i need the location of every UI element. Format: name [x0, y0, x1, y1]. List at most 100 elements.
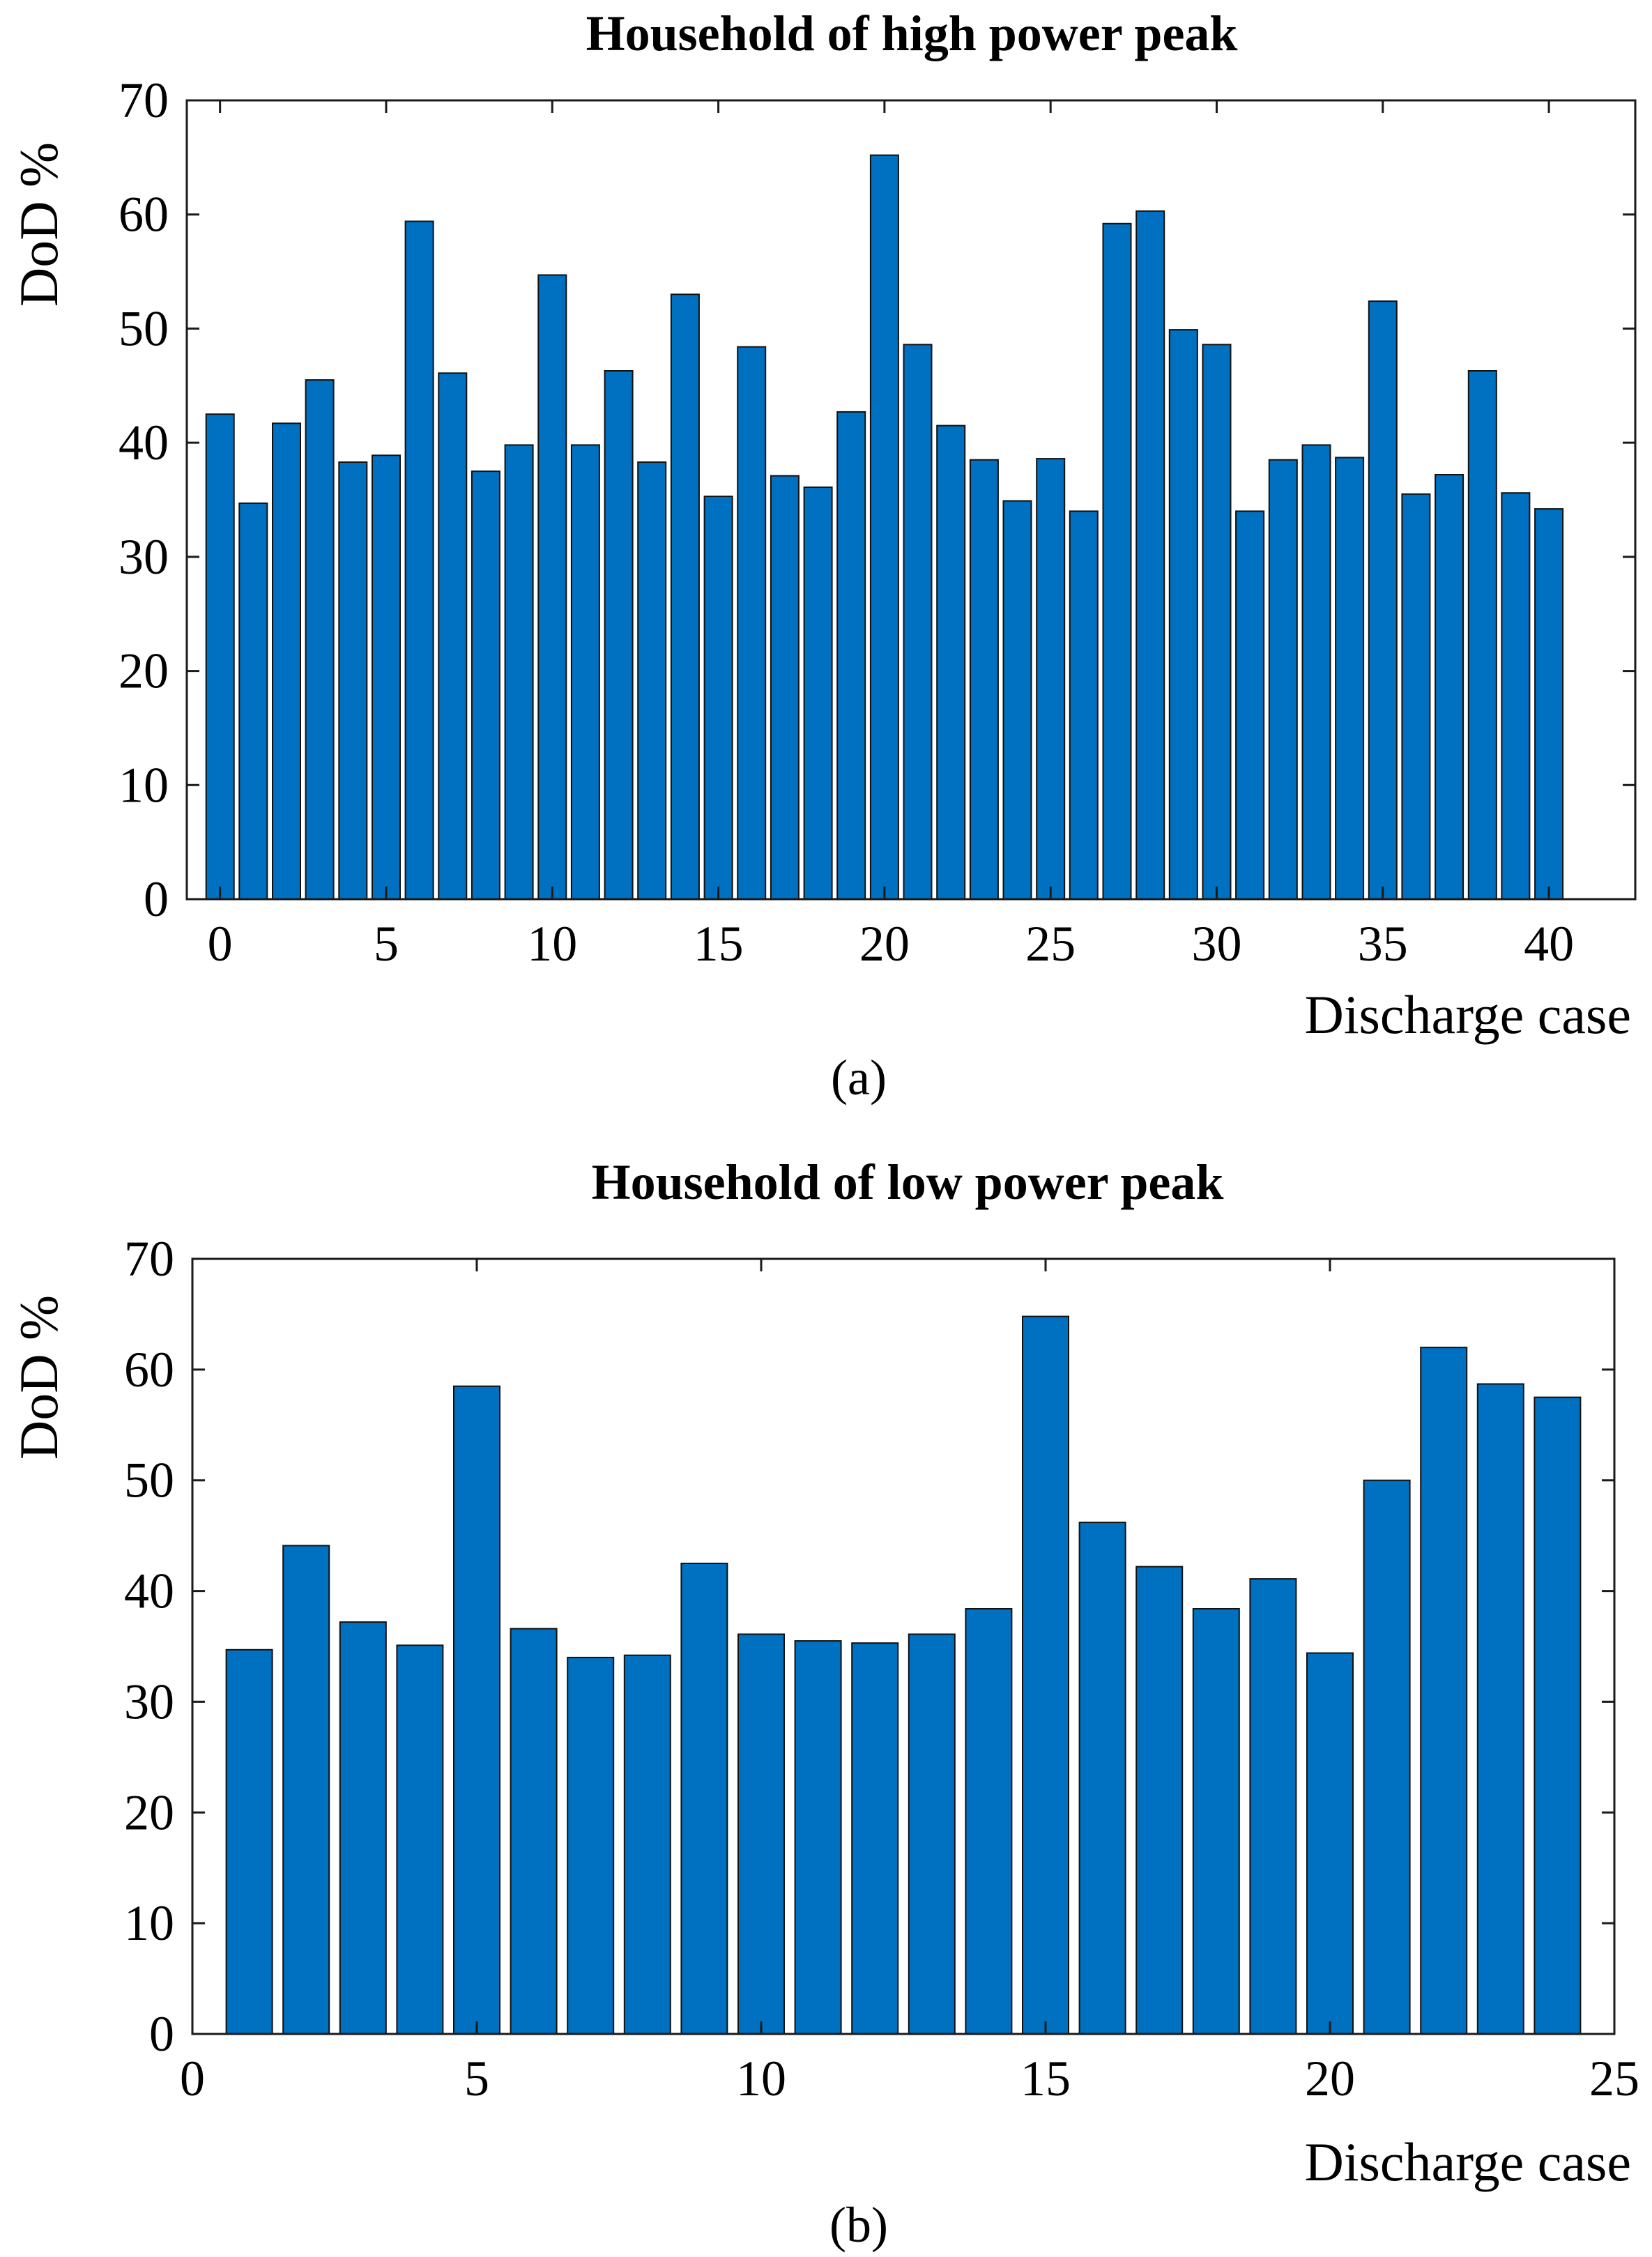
- plot-frame: [185, 99, 1637, 901]
- y-tick-label: 10: [118, 757, 169, 813]
- y-axis-label: DoD %: [8, 142, 69, 307]
- bar: [282, 1545, 330, 2035]
- bar: [567, 1656, 615, 2035]
- bar: [703, 496, 733, 900]
- plot-frame: [191, 1257, 1616, 2035]
- bar: [537, 274, 567, 900]
- bar: [1476, 1383, 1524, 2035]
- y-tick-label: 10: [124, 1895, 174, 1951]
- y-tick-label: 50: [118, 300, 169, 356]
- chart-low-power-peak: Household of low power peak DoD % 0 10 20 3…: [8, 1154, 1639, 2253]
- chart-title: Household of high power peak: [586, 6, 1238, 61]
- y-tick-label: 70: [118, 72, 169, 128]
- bar: [869, 154, 899, 901]
- x-axis-label: Discharge case: [1305, 984, 1632, 1045]
- y-tick-label: 0: [149, 2006, 174, 2062]
- bar: [1534, 1396, 1582, 2035]
- x-tick-label: 10: [527, 916, 577, 972]
- x-tick-label: 0: [180, 2051, 205, 2106]
- bar: [1002, 500, 1032, 900]
- y-tick-label: 30: [118, 529, 169, 585]
- bar: [1192, 1608, 1240, 2035]
- bar: [903, 344, 933, 900]
- bar: [965, 1608, 1013, 2035]
- bar: [471, 470, 500, 900]
- bar: [1467, 370, 1497, 900]
- bar: [936, 424, 966, 900]
- bar: [1168, 329, 1198, 901]
- bar: [680, 1562, 728, 2035]
- bar: [510, 1628, 558, 2035]
- bar: [969, 459, 999, 900]
- bar: [1534, 508, 1564, 900]
- y-tick-label: 70: [124, 1231, 174, 1287]
- bar: [1135, 1566, 1184, 2035]
- bar: [1078, 1522, 1126, 2035]
- bar: [1335, 457, 1365, 900]
- bars: [225, 1315, 1582, 2035]
- bar: [1102, 222, 1132, 900]
- bar: [438, 372, 468, 900]
- bar: [1368, 300, 1398, 901]
- bar: [570, 444, 600, 900]
- bar: [339, 1621, 387, 2035]
- x-tick-label: 10: [736, 2051, 786, 2106]
- bar: [1249, 1578, 1297, 2035]
- bar: [338, 461, 368, 900]
- x-tick-label: 30: [1191, 916, 1241, 972]
- x-tick-label: 20: [859, 916, 910, 972]
- y-tick-label: 50: [124, 1453, 174, 1508]
- bar: [272, 422, 301, 900]
- x-tick-label: 35: [1358, 916, 1408, 972]
- axis-ticks: 0 10 20 30 40 50 60 70 0 5 10 15 20 25 30 35 40: [118, 72, 1635, 972]
- bar: [670, 293, 700, 900]
- y-tick-label: 40: [118, 415, 169, 470]
- bar: [623, 1654, 671, 2035]
- x-tick-label: 0: [208, 916, 233, 972]
- bar: [1306, 1652, 1354, 2035]
- bar: [1420, 1347, 1468, 2035]
- y-tick-label: 20: [118, 643, 169, 699]
- x-tick-label: 15: [694, 916, 744, 972]
- bar: [305, 379, 335, 900]
- bar: [1363, 1479, 1411, 2035]
- bar: [404, 220, 434, 900]
- y-tick-label: 0: [144, 871, 169, 927]
- axis-ticks: 0 10 20 30 40 50 60 70 0 5 10 15 20 25: [124, 1231, 1639, 2106]
- bar: [851, 1642, 899, 2035]
- bar: [604, 370, 634, 900]
- bar: [1036, 458, 1066, 900]
- x-tick-label: 25: [1589, 2051, 1639, 2106]
- y-tick-label: 30: [124, 1674, 174, 1729]
- bar: [1135, 210, 1165, 900]
- y-tick-label: 40: [124, 1563, 174, 1619]
- bar: [1268, 459, 1298, 900]
- bar: [770, 475, 800, 900]
- bar: [1069, 510, 1099, 900]
- figure-caption: (a): [831, 1050, 887, 1105]
- x-axis-label: Discharge case: [1305, 2132, 1632, 2192]
- x-tick-label: 5: [374, 916, 399, 972]
- bar: [225, 1648, 273, 2035]
- bar: [396, 1644, 444, 2035]
- bar: [803, 487, 833, 900]
- bar: [1301, 444, 1331, 900]
- y-tick-label: 20: [124, 1784, 174, 1840]
- bar: [205, 413, 235, 900]
- bar: [637, 461, 667, 900]
- bar: [1235, 510, 1265, 900]
- figure-caption: (b): [829, 2197, 888, 2253]
- bar: [1435, 474, 1464, 900]
- x-tick-label: 20: [1305, 2051, 1355, 2106]
- bar: [737, 1633, 785, 2035]
- bar: [453, 1385, 500, 2035]
- bar: [238, 502, 268, 900]
- bar: [836, 411, 866, 900]
- x-tick-label: 25: [1025, 916, 1076, 972]
- y-axis-label: DoD %: [8, 1295, 69, 1460]
- bar: [504, 444, 534, 900]
- y-tick-label: 60: [124, 1342, 174, 1398]
- chart-high-power-peak: Household of high power peak DoD % 0 10 20…: [8, 6, 1637, 1105]
- bar: [372, 454, 401, 900]
